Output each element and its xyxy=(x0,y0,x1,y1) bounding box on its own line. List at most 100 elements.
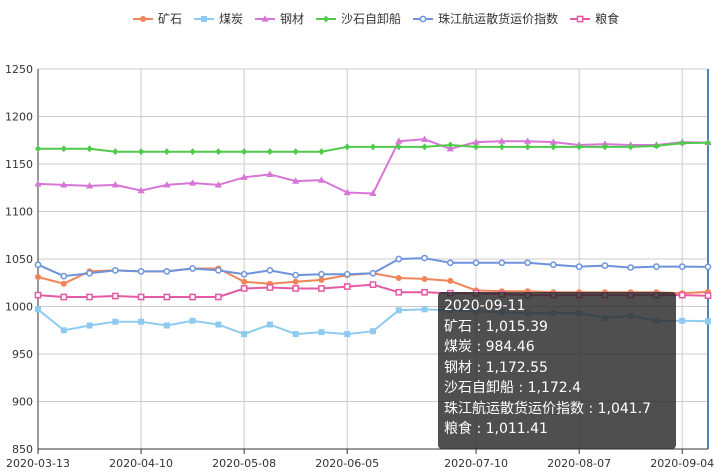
data-point xyxy=(201,16,208,22)
data-point xyxy=(266,321,273,328)
data-point xyxy=(601,143,608,151)
data-point xyxy=(60,181,68,188)
data-point xyxy=(421,254,428,262)
data-point xyxy=(679,139,686,147)
tooltip-row: 珠江航运散货运价指数 : 1,041.7 xyxy=(444,400,652,417)
legend-label: 煤炭 xyxy=(219,12,243,26)
data-point xyxy=(472,138,480,145)
data-point xyxy=(419,15,427,23)
data-point xyxy=(369,281,377,288)
data-point xyxy=(189,179,197,186)
x-tick-label: 2020-05-08 xyxy=(212,457,276,470)
data-point xyxy=(370,328,376,335)
tooltip-row: 矿石 : 1,015.39 xyxy=(444,318,548,335)
tooltip-title: 2020-09-11 xyxy=(444,298,526,314)
data-point xyxy=(34,180,42,187)
data-point xyxy=(292,331,299,338)
data-point xyxy=(240,285,248,292)
legend-item: 粮食 xyxy=(570,11,619,26)
data-point xyxy=(292,148,299,156)
data-point xyxy=(498,137,506,144)
x-tick-label: 2020-08-07 xyxy=(547,457,611,470)
data-point xyxy=(575,263,583,270)
series-group xyxy=(34,135,712,338)
x-tick-label: 2020-04-10 xyxy=(109,457,173,470)
data-point xyxy=(189,265,196,272)
data-point xyxy=(446,259,454,267)
legend-item: 煤炭 xyxy=(194,12,243,26)
data-point xyxy=(550,143,557,151)
data-point xyxy=(35,145,41,153)
data-point xyxy=(138,148,145,156)
data-point xyxy=(704,263,712,271)
tooltip: 2020-09-11 矿石 : 1,015.39 煤炭 : 984.46 钢材 … xyxy=(438,292,676,449)
y-axis: 850 900 950 1000 1050 1100 1150 1200 1250 xyxy=(5,63,39,456)
data-point xyxy=(60,327,67,334)
data-point xyxy=(85,182,94,189)
data-point xyxy=(473,143,480,151)
data-point xyxy=(421,275,428,282)
data-point xyxy=(369,269,377,277)
data-point xyxy=(447,141,454,149)
data-point xyxy=(524,143,531,151)
tooltip-row: 粮食 : 1,011.41 xyxy=(444,421,548,437)
data-point xyxy=(317,176,326,183)
data-point xyxy=(163,181,171,188)
x-tick-label: 2020-07-10 xyxy=(444,457,508,470)
legend-label: 沙石自卸船 xyxy=(341,11,401,26)
data-point xyxy=(627,143,634,151)
data-point xyxy=(163,148,170,156)
data-point xyxy=(215,321,222,328)
data-point xyxy=(35,274,41,281)
data-point xyxy=(189,148,196,156)
data-point xyxy=(498,143,505,151)
legend: 矿石 煤炭 钢材 沙石自卸船 珠江航运散货运价指数 粮食 xyxy=(133,11,619,26)
data-point xyxy=(140,16,146,22)
data-point xyxy=(34,291,42,299)
data-point xyxy=(343,188,351,196)
data-point xyxy=(524,137,532,144)
data-point xyxy=(370,143,376,151)
data-point xyxy=(163,268,171,275)
data-point xyxy=(421,288,428,296)
data-point xyxy=(111,267,119,274)
data-point xyxy=(549,138,557,145)
y-tick-label: 1250 xyxy=(5,63,33,76)
data-point xyxy=(395,307,402,314)
data-point xyxy=(705,139,711,147)
data-point xyxy=(266,148,273,156)
legend-item: 沙石自卸船 xyxy=(316,11,401,26)
data-point xyxy=(240,173,248,180)
data-point xyxy=(240,270,248,278)
data-point xyxy=(704,292,712,300)
x-axis: 2020-03-13 2020-04-10 2020-05-08 2020-06-05… xyxy=(6,448,714,470)
data-point xyxy=(111,181,119,188)
data-point xyxy=(292,271,300,279)
data-point xyxy=(137,268,145,275)
data-point xyxy=(601,262,609,269)
data-point xyxy=(163,322,170,329)
data-point xyxy=(395,137,403,144)
data-point xyxy=(86,322,93,329)
data-point xyxy=(343,270,351,278)
tooltip-row: 沙石自卸船 : 1,172.4 xyxy=(444,380,582,396)
data-point xyxy=(35,306,41,313)
data-point xyxy=(344,331,351,338)
data-point xyxy=(60,145,67,153)
x-tick-label: 2020-06-05 xyxy=(315,457,379,470)
data-point xyxy=(395,255,403,263)
data-point xyxy=(524,259,531,267)
data-point xyxy=(369,189,377,197)
y-tick-label: 1100 xyxy=(5,206,33,219)
data-point xyxy=(323,15,330,23)
data-point xyxy=(86,145,93,153)
data-point xyxy=(137,293,145,301)
data-point xyxy=(214,181,222,188)
data-point xyxy=(112,148,119,156)
data-point xyxy=(318,285,325,292)
data-point xyxy=(215,267,222,274)
data-point xyxy=(395,275,402,281)
data-point xyxy=(138,318,145,325)
y-tick-label: 950 xyxy=(12,348,33,361)
